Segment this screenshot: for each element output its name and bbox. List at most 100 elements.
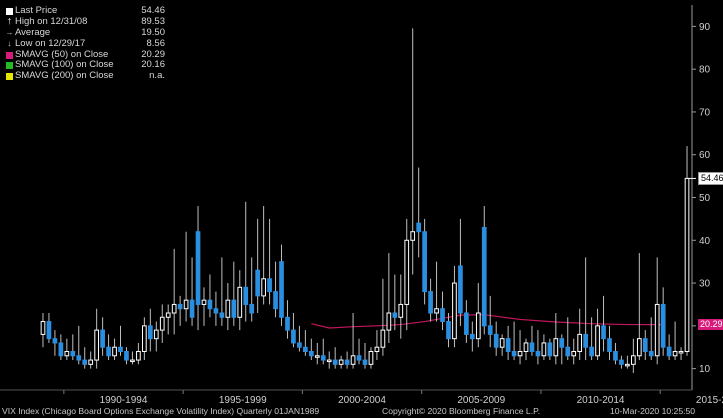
candle bbox=[392, 274, 398, 331]
candle-body bbox=[332, 359, 338, 365]
candle bbox=[267, 218, 272, 305]
candle bbox=[177, 295, 183, 326]
candle-body bbox=[547, 342, 553, 357]
candle-body bbox=[535, 351, 541, 357]
candle-body bbox=[213, 308, 219, 314]
candle-body bbox=[320, 355, 326, 361]
candle-body bbox=[249, 303, 255, 314]
candle-body bbox=[541, 342, 547, 357]
candle bbox=[631, 338, 636, 373]
footer-security: VIX Index (Chicago Board Options Exchang… bbox=[2, 406, 320, 416]
footer-copyright: Copyright© 2020 Bloomberg Finance L.P. bbox=[382, 406, 541, 416]
candle bbox=[493, 321, 499, 356]
candle-body bbox=[583, 333, 588, 348]
candle-body bbox=[398, 303, 404, 318]
candle bbox=[52, 330, 58, 356]
candle bbox=[446, 313, 451, 348]
candle bbox=[464, 300, 469, 343]
x-tick-label: 2010-2014 bbox=[577, 395, 625, 406]
candle bbox=[100, 317, 105, 356]
magenta-square-icon bbox=[4, 51, 15, 59]
candle-body bbox=[601, 325, 606, 340]
candle bbox=[82, 347, 88, 369]
candle-body bbox=[52, 338, 58, 344]
candle bbox=[249, 257, 255, 322]
candle bbox=[159, 304, 165, 343]
candle bbox=[362, 342, 368, 369]
candle-body bbox=[678, 351, 684, 354]
legend-item-label: SMAVG (100) on Close bbox=[15, 59, 114, 71]
y-tick-label: 90 bbox=[699, 22, 711, 33]
candle-body bbox=[666, 346, 672, 357]
candle bbox=[255, 218, 261, 313]
candle bbox=[165, 304, 171, 335]
candle bbox=[404, 218, 410, 331]
low-marker-icon: ↓ bbox=[7, 38, 12, 48]
candle bbox=[619, 355, 624, 369]
candle-body bbox=[422, 231, 427, 293]
candle-body bbox=[404, 239, 410, 305]
sma50-series-line bbox=[311, 314, 664, 329]
high-marker-icon: † bbox=[7, 16, 12, 26]
legend-item-value: 20.29 bbox=[141, 48, 165, 60]
candle-body bbox=[219, 312, 225, 318]
candle-body bbox=[88, 359, 94, 365]
candles bbox=[40, 28, 690, 373]
candle-body bbox=[291, 329, 296, 344]
candle-body bbox=[577, 333, 583, 352]
x-tick-label: 2000-2004 bbox=[338, 395, 386, 406]
candle-body bbox=[464, 312, 469, 335]
candle-body bbox=[255, 269, 261, 297]
candle-body bbox=[648, 351, 654, 357]
legend-item-value: n.a. bbox=[149, 70, 165, 82]
legend-item: Last Price 54.46 bbox=[4, 5, 167, 17]
candle bbox=[672, 321, 678, 361]
y-tick-label: 10 bbox=[699, 364, 711, 375]
candle-body bbox=[428, 291, 433, 314]
sma50-tag: 20.29 bbox=[698, 318, 723, 330]
last-price-tag: 54.46 bbox=[698, 172, 723, 186]
candle-body bbox=[94, 329, 99, 361]
candle-body bbox=[475, 312, 481, 340]
candle bbox=[189, 257, 195, 326]
candle bbox=[142, 317, 147, 361]
candle bbox=[124, 347, 129, 365]
candle bbox=[422, 218, 427, 305]
candle bbox=[410, 28, 416, 275]
candle-body bbox=[565, 346, 571, 357]
x-tick-label: 1995-1999 bbox=[219, 395, 267, 406]
candle-body bbox=[76, 355, 82, 361]
candle bbox=[326, 351, 332, 369]
candle-body bbox=[511, 351, 517, 357]
candle-body bbox=[446, 321, 451, 340]
candle bbox=[654, 257, 660, 365]
candle bbox=[642, 330, 648, 361]
candle-body bbox=[142, 325, 147, 353]
candle bbox=[261, 206, 266, 305]
candle-body bbox=[631, 355, 636, 365]
candle bbox=[356, 338, 362, 365]
legend-item: † High on 12/31/08 89.53 bbox=[4, 16, 167, 28]
candle-body bbox=[350, 355, 356, 365]
green-square-icon bbox=[4, 62, 15, 70]
candle bbox=[350, 313, 356, 369]
candle-body bbox=[410, 231, 416, 241]
candle-body bbox=[338, 359, 344, 365]
candle-body bbox=[279, 261, 284, 318]
candle-body bbox=[64, 351, 70, 357]
candle bbox=[291, 313, 296, 348]
candle bbox=[434, 261, 439, 322]
candle bbox=[583, 257, 588, 361]
candle bbox=[458, 218, 463, 326]
candle bbox=[195, 206, 201, 331]
candle bbox=[368, 347, 374, 369]
candle-body bbox=[70, 351, 76, 357]
legend-item: SMAVG (100) on Close 20.16 bbox=[4, 60, 167, 71]
candle-body bbox=[285, 316, 290, 331]
candle bbox=[440, 291, 445, 331]
candle-body bbox=[165, 312, 171, 318]
y-tick-label: 80 bbox=[699, 65, 711, 76]
candle-body bbox=[589, 346, 594, 357]
candle-body bbox=[237, 286, 243, 318]
candle-body bbox=[225, 299, 231, 318]
